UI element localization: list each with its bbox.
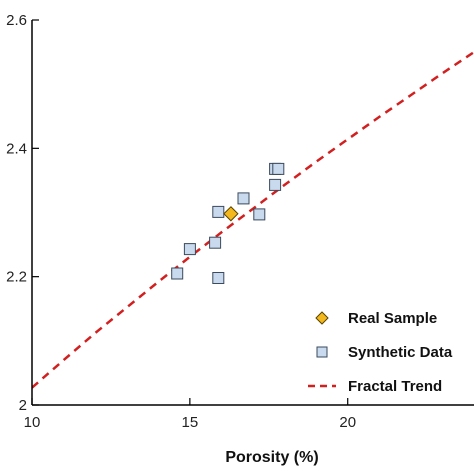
plot-area	[32, 51, 474, 389]
synthetic-data-point-4	[212, 272, 225, 284]
x-axis-title: Porosity (%)	[225, 449, 318, 466]
legend-synthetic-data-label: Synthetic Data	[348, 344, 453, 361]
legend-real-sample-marker	[315, 311, 329, 325]
legend-synthetic-data-marker	[316, 346, 328, 358]
fractal-trend-line	[32, 51, 474, 389]
legend-fractal-trend-label: Fractal Trend	[348, 378, 442, 395]
y-tick-label-2.2: 2.2	[6, 269, 27, 286]
synthetic-data-point-6	[237, 192, 250, 205]
legend-real-sample-label: Real Sample	[348, 310, 437, 327]
synthetic-data-point-1	[171, 267, 184, 280]
x-tick-label-15: 15	[182, 414, 199, 431]
x-tick-label-10: 10	[24, 414, 41, 431]
y-tick-label-2.6: 2.6	[6, 12, 27, 29]
y-tick-label-2: 2	[19, 397, 27, 414]
real-sample-point-1	[223, 206, 239, 222]
axes: 10 15 20 2 2.2 2.4 2.6 Porosity (%)	[6, 12, 474, 466]
synthetic-data-point-10	[272, 162, 285, 175]
synthetic-data-point-8	[269, 178, 282, 191]
synthetic-data-point-3	[209, 236, 222, 249]
synthetic-data-point-2	[183, 243, 196, 256]
synthetic-data-point-5	[212, 205, 225, 218]
y-tick-label-2.4: 2.4	[6, 140, 27, 157]
legend: Real Sample Synthetic Data Fractal Trend	[308, 310, 453, 395]
synthetic-data-point-7	[253, 208, 266, 221]
x-tick-label-20: 20	[339, 414, 356, 431]
